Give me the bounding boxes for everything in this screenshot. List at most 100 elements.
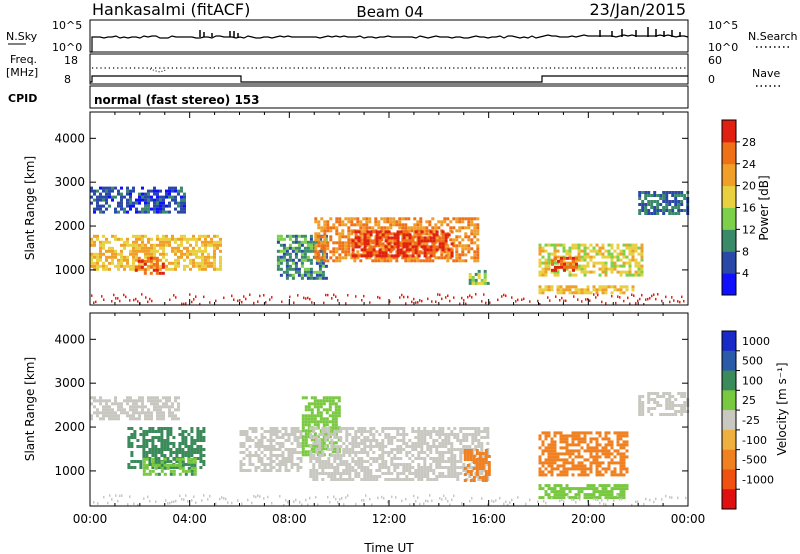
heatmap-cell: [568, 455, 572, 459]
heatmap-cell: [117, 297, 119, 300]
heatmap-cell: [145, 472, 149, 476]
heatmap-cell: [171, 267, 174, 271]
heatmap-cell: [341, 229, 345, 233]
heatmap-cell: [477, 281, 481, 285]
heatmap-cell: [659, 413, 663, 416]
heatmap-cell: [634, 261, 638, 265]
heatmap-cell: [362, 229, 366, 233]
heatmap-cell: [156, 249, 159, 253]
heatmap-cell: [147, 411, 150, 415]
heatmap-cell: [393, 478, 397, 481]
heatmap-cell: [174, 237, 177, 241]
heatmap-cell: [459, 439, 463, 442]
heatmap-cell: [637, 273, 641, 277]
heatmap-cell: [287, 436, 291, 439]
heatmap-cell: [216, 243, 219, 247]
heatmap-cell: [604, 267, 608, 271]
heatmap-cell: [419, 220, 423, 224]
heatmap-cell: [304, 432, 308, 436]
heatmap-cell: [580, 431, 584, 435]
heatmap-cell: [171, 414, 174, 418]
heatmap-cell: [589, 449, 593, 453]
heatmap-cell: [93, 234, 96, 238]
heatmap-cell: [399, 427, 403, 430]
heatmap-cell: [610, 285, 614, 289]
heatmap-cell: [432, 460, 436, 463]
heatmap-cell: [671, 404, 675, 407]
heatmap-cell: [145, 463, 149, 467]
heatmap-cell: [339, 498, 341, 501]
heatmap-cell: [135, 246, 138, 250]
heatmap-cell: [497, 298, 499, 302]
heatmap-cell: [431, 499, 433, 502]
heatmap-cell: [272, 448, 276, 451]
heatmap-cell: [354, 245, 358, 249]
heatmap-cell: [300, 273, 304, 277]
heatmap-cell: [455, 238, 459, 242]
heatmap-cell: [335, 220, 339, 224]
heatmap-cell: [195, 243, 198, 247]
heatmap-cell: [405, 245, 409, 249]
heatmap-cell: [389, 256, 393, 260]
heatmap-cell: [180, 210, 183, 214]
heatmap-cell: [543, 499, 545, 503]
heatmap-cell: [159, 237, 162, 241]
heatmap-cell: [137, 300, 139, 303]
heatmap-cell: [334, 414, 338, 418]
heatmap-cell: [577, 493, 581, 497]
heatmap-cell: [637, 267, 641, 271]
heatmap-cell: [544, 461, 548, 465]
heatmap-cell: [628, 261, 632, 265]
heatmap-cell: [146, 256, 150, 260]
heatmap-cell: [190, 439, 194, 442]
heatmap-cell: [322, 396, 326, 400]
heatmap-cell: [595, 446, 599, 450]
heatmap-cell: [271, 502, 273, 505]
heatmap-cell: [583, 246, 587, 250]
heatmap-cell: [562, 464, 566, 468]
heatmap-cell: [613, 455, 617, 459]
heatmap-cell: [633, 294, 635, 297]
heatmap-cell: [399, 463, 403, 466]
heatmap-cell: [471, 439, 475, 442]
heatmap-cell: [553, 455, 557, 459]
heatmap-cell: [90, 417, 93, 421]
heatmap-cell: [363, 427, 367, 430]
heatmap-cell: [113, 293, 115, 297]
heatmap-cell: [446, 244, 450, 248]
heatmap-cell: [105, 240, 108, 244]
heatmap-cell: [301, 444, 305, 448]
heatmap-cell: [102, 414, 105, 418]
heatmap-cell: [276, 234, 280, 238]
heatmap-cell: [168, 210, 171, 214]
heatmap-cell: [134, 265, 138, 269]
heatmap-cell: [199, 433, 203, 436]
heatmap-cell: [321, 469, 325, 472]
heatmap-cell: [310, 408, 314, 412]
heatmap-cell: [196, 439, 200, 442]
heatmap-cell: [185, 302, 187, 305]
heatmap-cell: [568, 461, 572, 465]
heatmap-cell: [239, 463, 243, 466]
heatmap-cell: [455, 247, 459, 251]
heatmap-cell: [174, 417, 177, 421]
heatmap-cell: [163, 466, 167, 470]
heatmap-cell: [320, 217, 324, 221]
heatmap-cell: [129, 204, 132, 208]
heatmap-cell: [680, 404, 684, 407]
heatmap-cell: [339, 430, 343, 433]
heatmap-cell: [565, 434, 569, 438]
heatmap-cell: [426, 475, 430, 478]
heatmap-cell: [345, 496, 347, 499]
heatmap-cell: [381, 242, 385, 246]
heatmap-cell: [452, 241, 456, 245]
heatmap-cell: [569, 262, 572, 266]
heatmap-cell: [619, 437, 623, 441]
heatmap-cell: [381, 466, 385, 469]
heatmap-cell: [309, 273, 313, 277]
heatmap-cell: [285, 234, 289, 238]
heatmap-cell: [613, 449, 617, 453]
heatmap-cell: [447, 466, 451, 469]
noise-strip-frame: [89, 19, 689, 53]
